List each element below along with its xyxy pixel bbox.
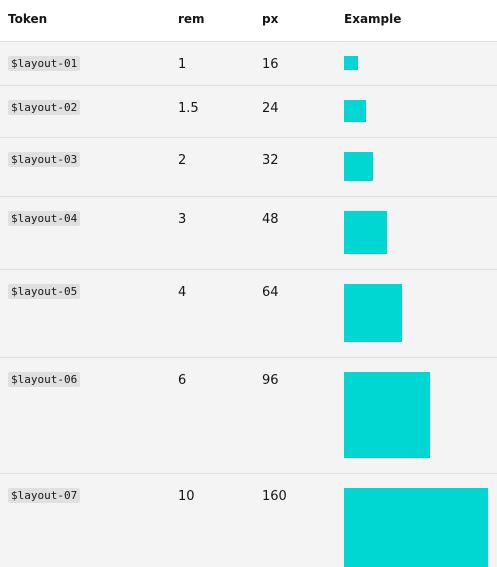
token-tag: $layout-03 (8, 152, 81, 167)
px-cell: 16 (262, 57, 279, 72)
column-header: px (262, 12, 279, 26)
table-row: $layout-06 6 96 (0, 356, 497, 473)
example-swatch (344, 371, 431, 458)
example-swatch (344, 152, 373, 181)
table-row: $layout-07 10 160 (0, 473, 497, 567)
px-cell: 64 (262, 285, 279, 300)
token-tag: $layout-04 (8, 210, 81, 226)
token-tag: $layout-05 (8, 284, 81, 299)
px-cell: 160 (262, 489, 287, 504)
rem-cell: 1.5 (178, 101, 199, 117)
token-tag: $layout-07 (8, 488, 81, 503)
px-cell: 24 (262, 101, 279, 117)
table-row: $layout-01 1 16 (0, 41, 497, 86)
example-swatch (344, 56, 359, 71)
example-swatch (344, 284, 402, 342)
px-cell: 48 (262, 211, 279, 227)
example-swatch (344, 488, 488, 567)
rem-cell: 10 (178, 489, 195, 504)
example-swatch (344, 100, 366, 122)
token-tag: $layout-06 (8, 371, 81, 387)
rem-cell: 6 (178, 372, 187, 388)
column-header: Token (8, 12, 48, 26)
px-cell: 32 (262, 153, 279, 168)
table-row: $layout-03 2 32 (0, 137, 497, 196)
example-swatch (344, 210, 388, 254)
table-row: $layout-04 3 48 (0, 195, 497, 269)
column-header: Example (344, 12, 402, 26)
token-tag: $layout-02 (8, 100, 81, 116)
px-cell: 96 (262, 372, 279, 388)
rem-cell: 1 (178, 57, 187, 72)
table-row: $layout-05 4 64 (0, 269, 497, 357)
column-header: rem (178, 12, 205, 26)
rem-cell: 3 (178, 211, 187, 227)
token-tag: $layout-01 (8, 56, 81, 71)
rem-cell: 4 (178, 285, 187, 300)
rem-cell: 2 (178, 153, 187, 168)
table-row: $layout-02 1.5 24 (0, 85, 497, 137)
